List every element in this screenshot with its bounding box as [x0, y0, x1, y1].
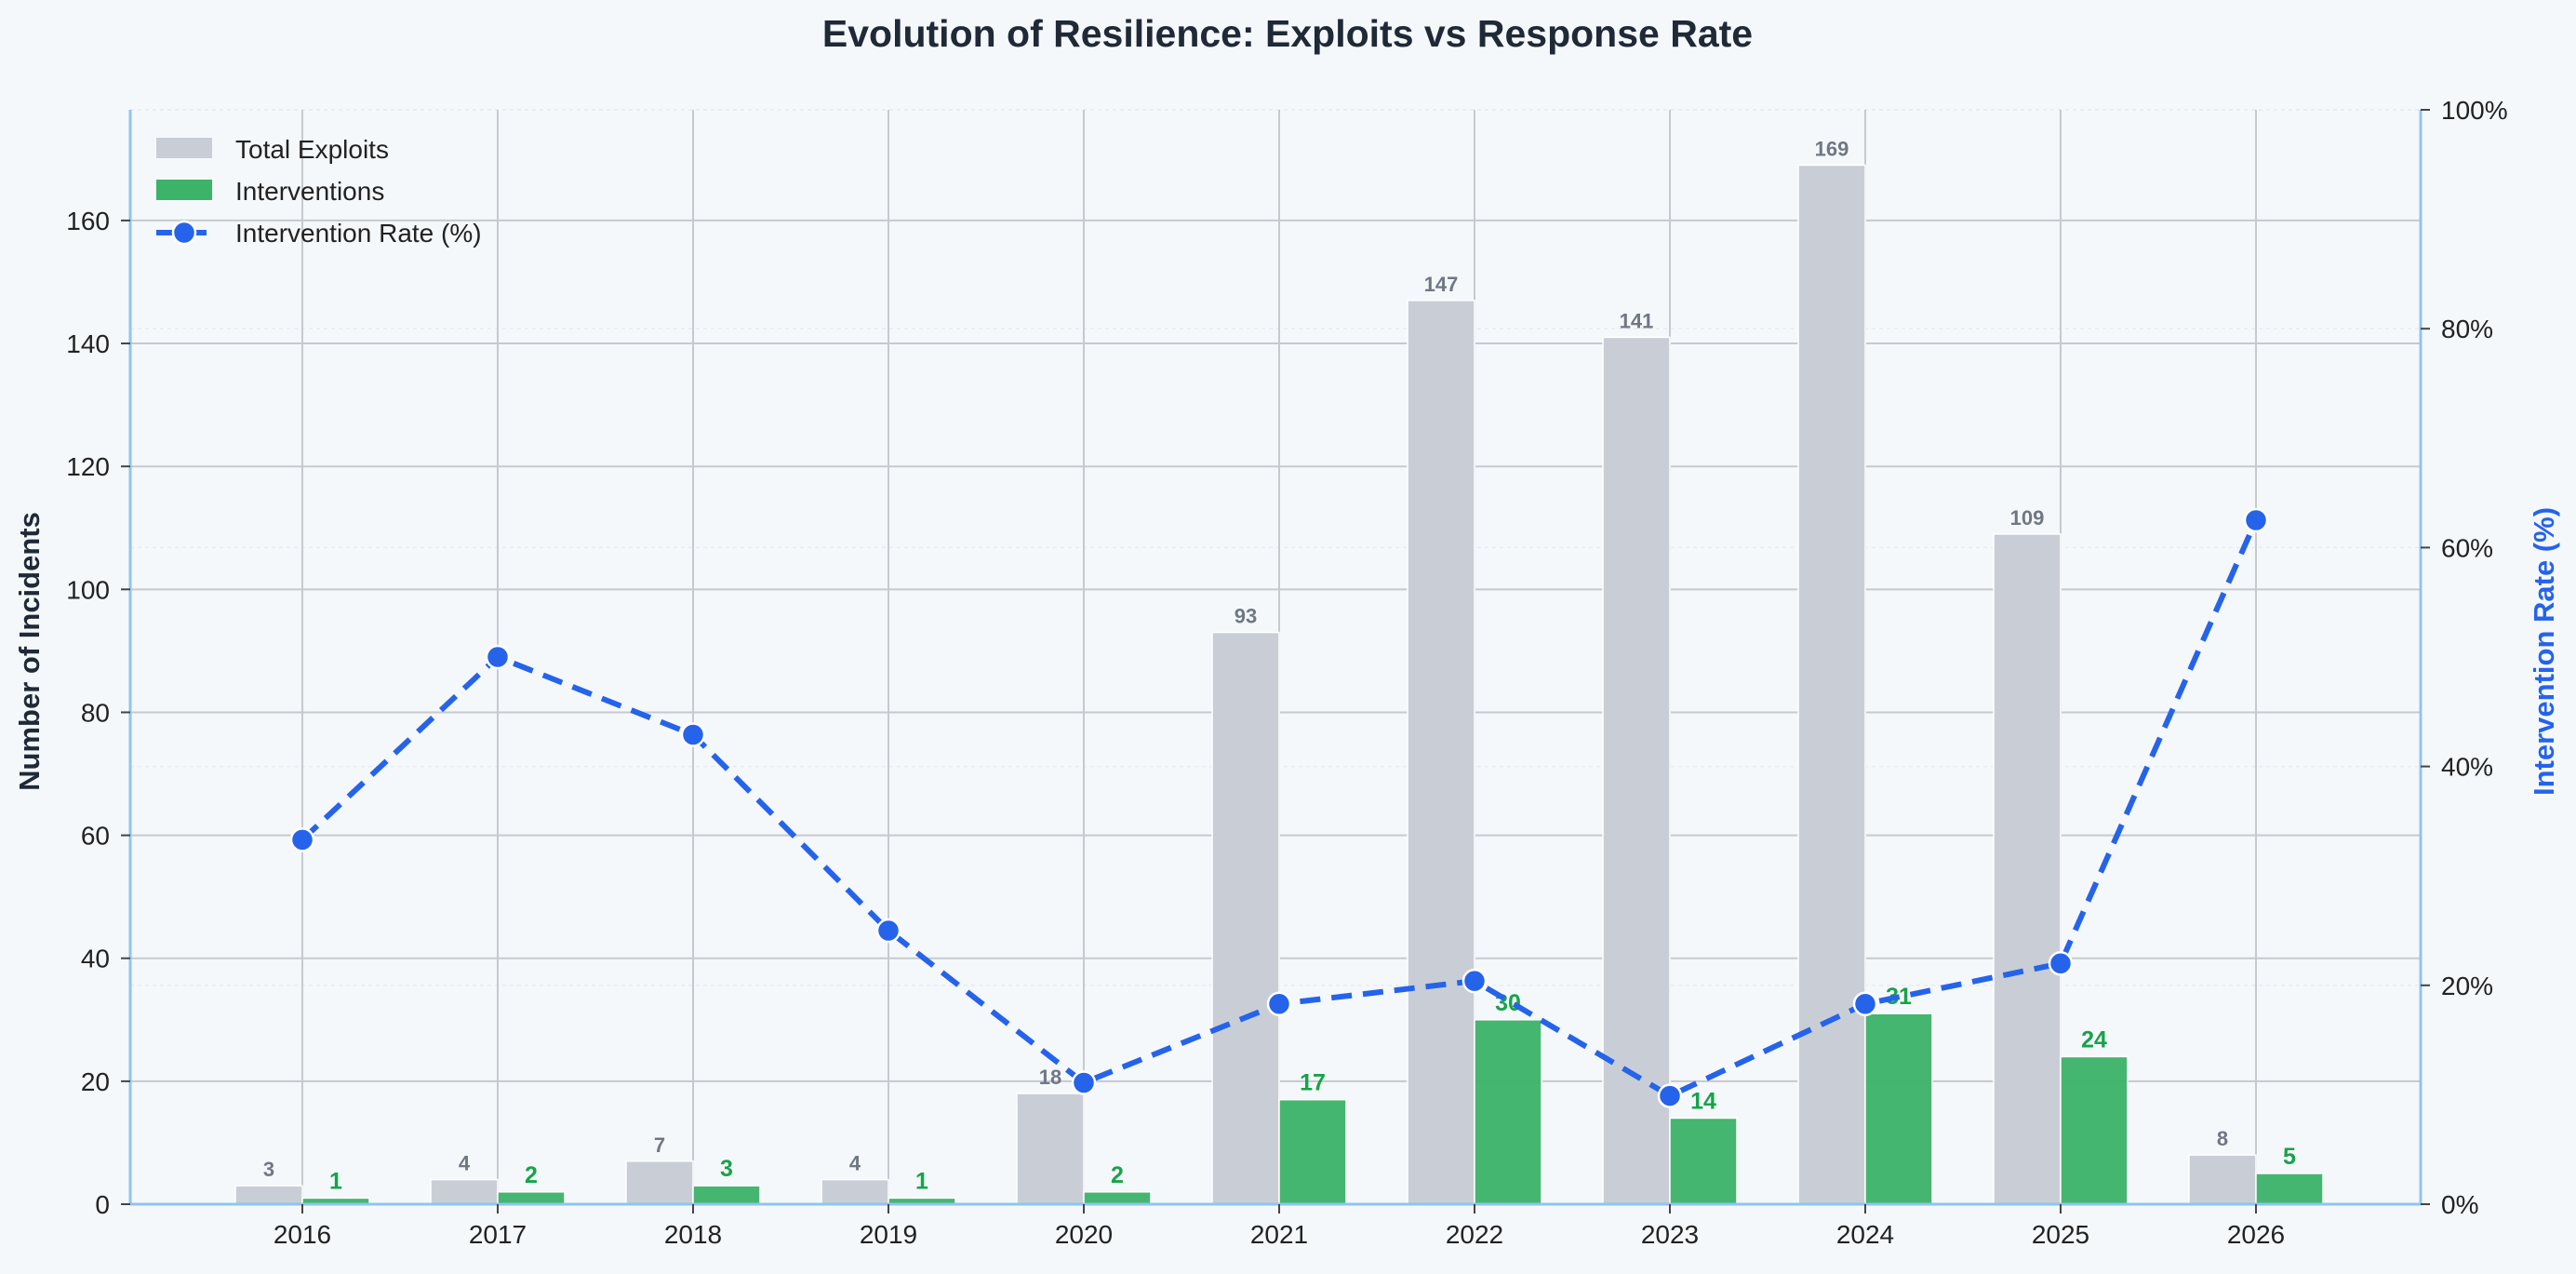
legend: Total Exploits Interventions Intervention …	[156, 135, 482, 248]
rate-point	[680, 722, 706, 747]
bar-value-label: 2	[1111, 1162, 1124, 1188]
bar-value-label: 3	[263, 1158, 274, 1181]
x-tick-label: 2017	[469, 1220, 527, 1249]
bar-total-exploits	[1407, 300, 1475, 1205]
y2-axis-label: Intervention Rate (%)	[2528, 507, 2560, 796]
x-tick-label: 2016	[274, 1220, 331, 1249]
bar-total-exploits	[1602, 336, 1671, 1205]
axes: 0 20 40 60 80 100 120 140 160 0% 20% 40% 60% 80% 100% 2…	[66, 96, 2507, 1249]
y-tick-label: 60	[81, 822, 110, 851]
rate-point	[485, 644, 511, 670]
bar-value-label: 141	[1620, 309, 1654, 332]
x-tick-label: 2026	[2227, 1220, 2285, 1249]
bar-value-label: 7	[654, 1133, 665, 1157]
legend-swatch-total-exploits	[156, 138, 212, 158]
x-tick-label: 2019	[860, 1220, 917, 1249]
bar-value-label: 93	[1235, 605, 1257, 628]
x-tick-label: 2024	[1836, 1220, 1894, 1249]
bar-interventions	[1669, 1117, 1738, 1205]
y2-tick-label: 40%	[2441, 753, 2493, 782]
x-tick-label: 2018	[664, 1220, 722, 1249]
x-tick-label: 2021	[1250, 1220, 1308, 1249]
bar-value-label: 2	[525, 1162, 538, 1188]
y-tick-label: 0	[95, 1190, 110, 1219]
bar-value-label: 24	[2081, 1026, 2107, 1053]
y-tick-label: 140	[66, 329, 110, 358]
bar-total-exploits	[625, 1160, 694, 1205]
bar-value-label: 4	[459, 1152, 471, 1175]
bar-value-label: 14	[1690, 1089, 1716, 1115]
rate-point	[2048, 951, 2074, 976]
bar-value-label: 1	[915, 1168, 928, 1194]
bar-total-exploits	[430, 1178, 499, 1205]
legend-label: Interventions	[235, 177, 384, 206]
y-tick-label: 40	[81, 945, 110, 973]
x-tick-label: 2025	[2032, 1220, 2089, 1249]
y2-tick-label: 100%	[2441, 96, 2508, 125]
bar-interventions	[2255, 1173, 2324, 1205]
bar-interventions	[1278, 1098, 1347, 1205]
rate-point	[1266, 991, 1292, 1017]
rate-point	[1071, 1070, 1097, 1095]
legend-label: Total Exploits	[235, 135, 389, 164]
rate-point	[2243, 507, 2269, 533]
bar-total-exploits	[1797, 164, 1866, 1205]
legend-label: Intervention Rate (%)	[235, 219, 482, 248]
y-tick-label: 80	[81, 698, 110, 727]
y2-tick-label: 60%	[2441, 533, 2493, 562]
legend-swatch-rate-marker	[171, 220, 197, 246]
y-tick-label: 160	[66, 207, 110, 235]
bar-value-label: 1	[329, 1168, 342, 1194]
bar-value-label: 8	[2217, 1127, 2228, 1150]
y-tick-label: 100	[66, 575, 110, 604]
rate-point	[289, 827, 315, 852]
bar-total-exploits	[234, 1185, 303, 1205]
bar-value-label: 147	[1424, 273, 1459, 296]
bar-total-exploits	[1211, 631, 1280, 1205]
bar-value-label: 109	[2010, 506, 2045, 530]
bar-interventions	[2060, 1055, 2129, 1205]
rate-point	[1657, 1083, 1683, 1108]
x-tick-label: 2023	[1641, 1220, 1699, 1249]
rate-point	[1852, 991, 1878, 1017]
bar-value-label: 169	[1815, 137, 1849, 160]
bar-total-exploits	[1016, 1093, 1085, 1205]
bar-total-exploits	[821, 1178, 889, 1205]
y-tick-label: 120	[66, 452, 110, 481]
y2-tick-label: 0%	[2441, 1190, 2478, 1219]
y2-tick-label: 80%	[2441, 315, 2493, 343]
bar-total-exploits	[1993, 533, 2062, 1205]
bar-interventions	[1474, 1019, 1542, 1205]
chart-title: Evolution of Resilience: Exploits vs Res…	[822, 12, 1753, 55]
bar-interventions	[692, 1185, 761, 1205]
rate-point	[875, 918, 901, 944]
bar-total-exploits	[2188, 1154, 2257, 1205]
bar-value-label: 18	[1039, 1066, 1061, 1089]
legend-swatch-interventions	[156, 180, 212, 200]
bar-value-label: 4	[849, 1152, 861, 1175]
bar-interventions	[1864, 1012, 1933, 1205]
x-tick-label: 2020	[1055, 1220, 1113, 1249]
bar-interventions	[497, 1191, 566, 1205]
rate-point	[1462, 968, 1488, 994]
y-axis-label: Number of Incidents	[13, 512, 46, 791]
bar-value-label: 3	[720, 1156, 733, 1182]
bar-value-label: 17	[1300, 1070, 1326, 1096]
bar-interventions	[1083, 1191, 1152, 1205]
bar-value-label: 5	[2283, 1144, 2296, 1170]
rate-line	[289, 507, 2269, 1108]
y2-tick-label: 20%	[2441, 972, 2493, 1000]
x-tick-label: 2022	[1446, 1220, 1503, 1249]
y-tick-label: 20	[81, 1067, 110, 1096]
